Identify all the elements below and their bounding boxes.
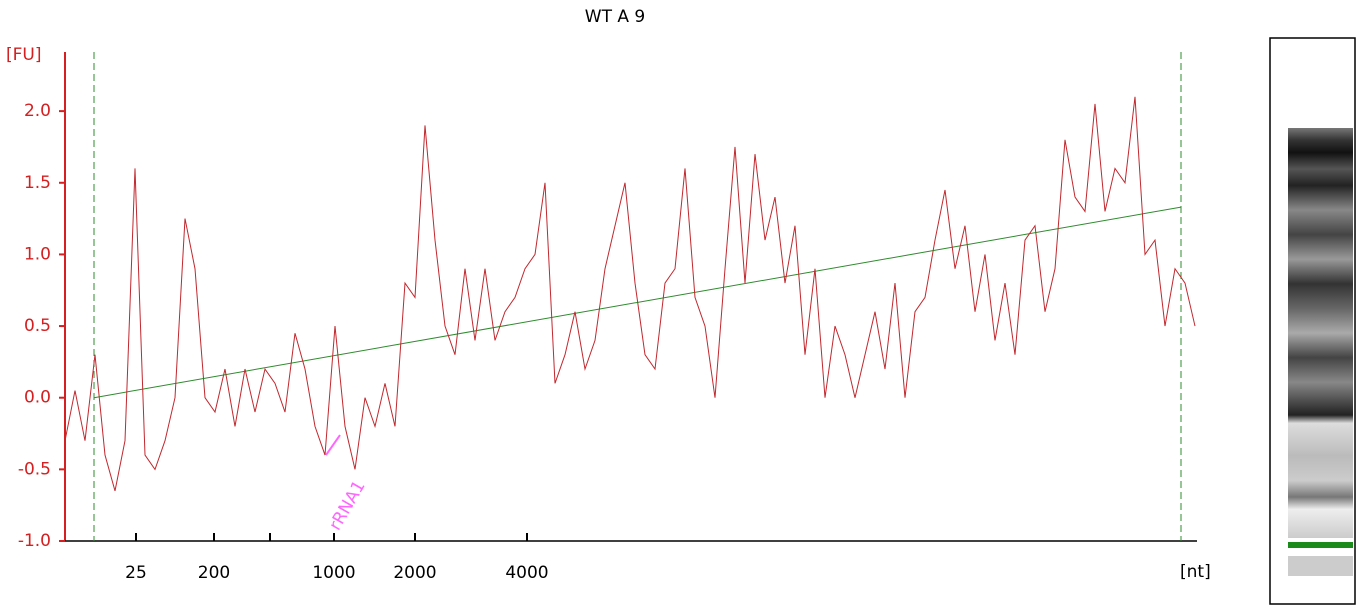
chart-title: WT A 9 bbox=[585, 7, 645, 27]
x-tick-label: 25 bbox=[125, 563, 147, 583]
x-tick-label: 4000 bbox=[505, 563, 548, 583]
gel-lower-bands bbox=[1288, 556, 1353, 576]
y-tick-label: 1.0 bbox=[24, 244, 51, 264]
trace bbox=[64, 96, 1196, 491]
x-tick-label: 2000 bbox=[393, 563, 436, 583]
annotation: rRNA1 bbox=[325, 477, 369, 534]
annotation-pointer bbox=[325, 434, 341, 456]
x-tick-label: 1000 bbox=[312, 563, 355, 583]
gel-marker-band bbox=[1288, 542, 1353, 548]
gel-bands bbox=[1288, 128, 1353, 538]
x-tick-label: 200 bbox=[198, 563, 230, 583]
y-axis-label: [FU] bbox=[6, 45, 42, 65]
y-tick-label: 0.5 bbox=[24, 316, 51, 336]
y-tick-label: 1.5 bbox=[24, 173, 51, 193]
y-tick-label: 2.0 bbox=[24, 101, 51, 121]
y-tick-label: -0.5 bbox=[18, 459, 51, 479]
y-tick-label: -1.0 bbox=[18, 531, 51, 551]
x-axis-label: [nt] bbox=[1180, 562, 1211, 582]
y-tick-label: 0.0 bbox=[24, 388, 51, 408]
